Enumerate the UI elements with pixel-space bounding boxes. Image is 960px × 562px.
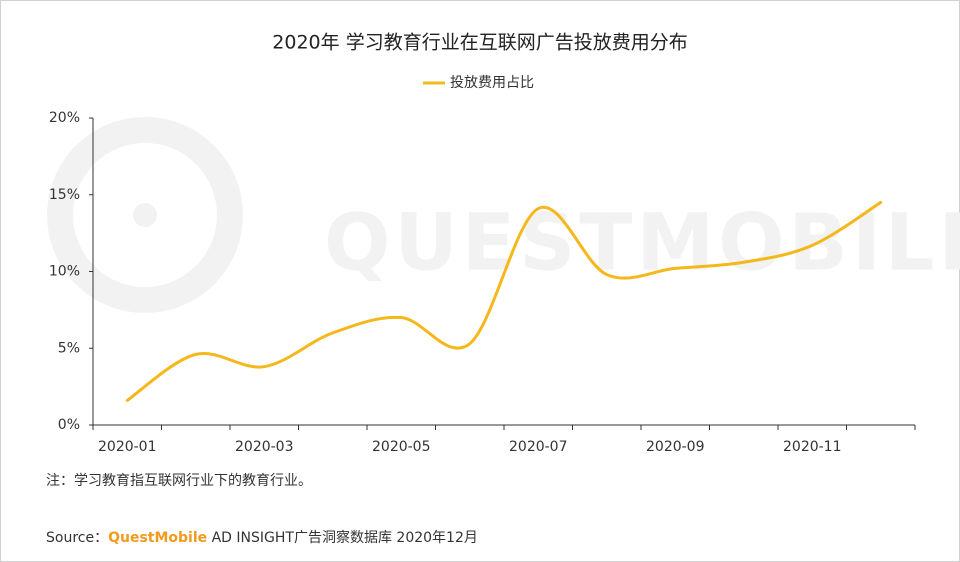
x-tick-label: 2020-09 [646, 439, 705, 455]
y-tick-label: 5% [58, 340, 80, 356]
source: Source：QuestMobile AD INSIGHT广告洞察数据库 202… [46, 529, 478, 546]
source-brand: QuestMobile [108, 530, 207, 546]
legend-label: 投放费用占比 [450, 75, 534, 91]
x-tick-label: 2020-07 [509, 439, 568, 455]
chart-title: 2020年 学习教育行业在互联网广告投放费用分布 [272, 32, 687, 54]
source-prefix: Source： [46, 530, 108, 546]
y-tick-label: 0% [58, 417, 80, 433]
note: 注：学习教育指互联网行业下的教育行业。 [46, 473, 312, 489]
watermark: QUESTMOBILE [324, 198, 960, 288]
x-tick-label: 2020-05 [372, 439, 431, 455]
x-tick-label: 2020-11 [783, 439, 842, 455]
y-tick-label: 10% [49, 264, 80, 280]
source-text: AD INSIGHT广告洞察数据库 2020年12月 [207, 529, 478, 546]
y-tick-label: 15% [49, 187, 80, 203]
x-tick-label: 2020-03 [235, 439, 294, 455]
x-tick-label: 2020-01 [98, 439, 157, 455]
y-tick-label: 20% [49, 110, 80, 126]
series-line [125, 200, 883, 402]
watermark-logo-dot [133, 203, 157, 227]
watermark-logo [47, 117, 243, 313]
